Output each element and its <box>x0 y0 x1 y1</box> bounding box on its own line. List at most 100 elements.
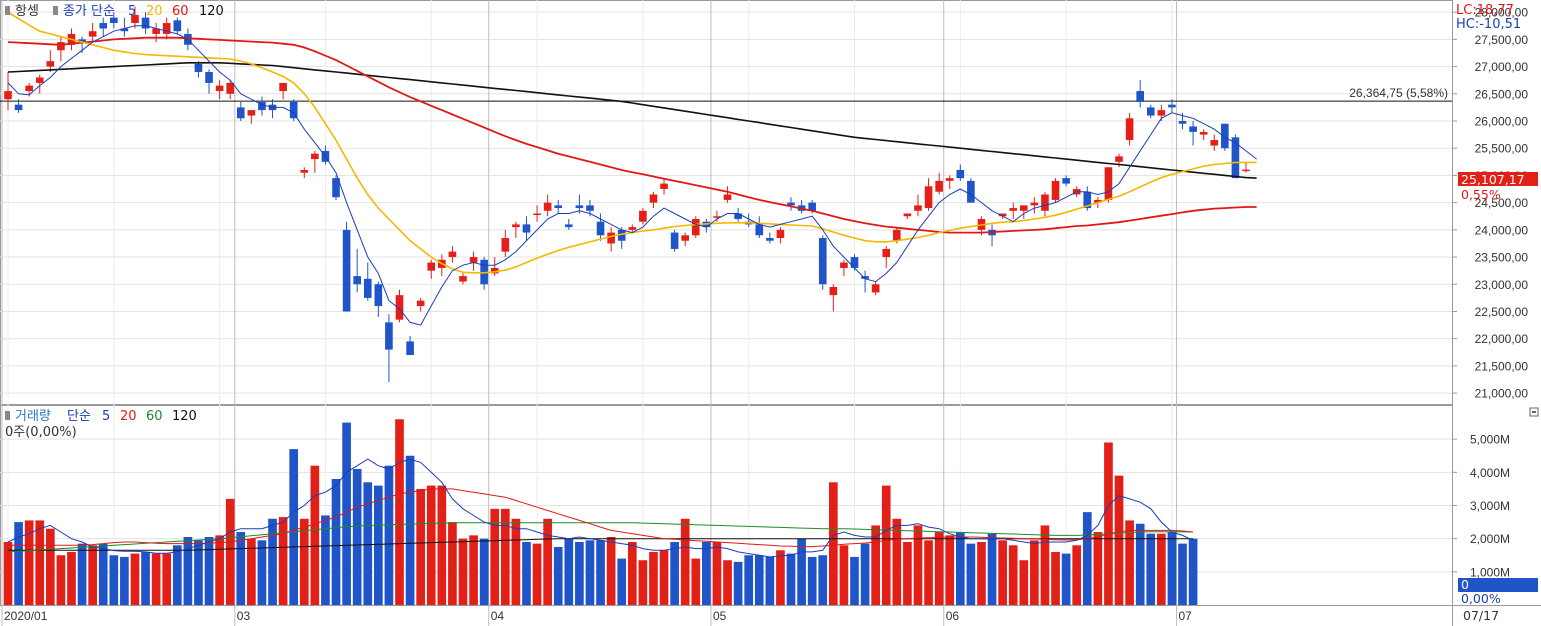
hc-label: HC:-10,51 <box>1456 17 1521 32</box>
volume-ma5-line <box>7 458 1194 558</box>
candle-body <box>871 284 880 293</box>
candle-body <box>755 224 764 236</box>
candle-body <box>110 17 118 24</box>
volume-bar <box>723 560 732 605</box>
volume-bar <box>426 485 436 605</box>
volume-bar <box>1135 523 1145 605</box>
candle-body <box>395 295 404 320</box>
candle-body <box>173 20 182 32</box>
candle-body <box>533 213 541 216</box>
volume-bar <box>374 485 383 605</box>
volume-bar <box>416 488 426 605</box>
volume-bar <box>448 522 457 605</box>
volume-bar <box>987 533 997 605</box>
candle-body <box>660 183 668 190</box>
volume-y-tick-label: 2,000M <box>1470 532 1510 546</box>
candle-body <box>1030 202 1039 206</box>
candle-body <box>226 82 235 94</box>
volume-bar <box>977 541 986 605</box>
volume-bar <box>575 541 584 605</box>
last-volume-badge <box>1458 578 1538 592</box>
candle-body <box>998 213 1007 217</box>
candle-body <box>131 14 139 24</box>
price-y-tick-labels: 28,000,00 27,500,00 27,000,00 26,500,00 26,0… <box>1475 6 1529 401</box>
change-label: 0,55% <box>1461 187 1501 202</box>
candle-body <box>766 238 774 241</box>
candle-body <box>1062 178 1070 184</box>
volume-bar <box>543 518 552 605</box>
volume-bar <box>776 550 785 605</box>
x-tick-label: 07 <box>1179 609 1193 623</box>
volume-bar <box>1125 520 1134 605</box>
candle-body <box>205 72 213 83</box>
candle-body <box>670 232 679 249</box>
volume-legend: 거래량 단순 5 20 60 120 0주(0,00%) <box>5 409 197 440</box>
volume-bar <box>352 469 362 605</box>
volume-bar <box>860 543 870 605</box>
candle-body <box>152 28 160 34</box>
price-y-tick-label: 22,000,00 <box>1475 332 1529 346</box>
candle-body <box>459 276 467 282</box>
candle-body <box>385 322 393 350</box>
volume-bar <box>56 555 66 605</box>
candle-body <box>416 300 425 307</box>
candle-body <box>1083 191 1092 209</box>
candle-body <box>141 17 150 29</box>
last-price-badge <box>1458 172 1538 186</box>
volume-bar <box>331 478 341 605</box>
volume-bar <box>1157 533 1166 605</box>
price-ma60-line <box>7 36 1257 234</box>
price-y-tick-label: 27,500,00 <box>1475 33 1529 47</box>
x-tick-label: 05 <box>713 609 727 623</box>
volume-bar <box>88 545 97 605</box>
candle-body <box>649 194 658 203</box>
volume-bar <box>14 522 23 605</box>
volume-bar <box>299 518 309 605</box>
price-y-tick-label: 22,500,00 <box>1475 305 1529 319</box>
volume-y-tick-label: 5,000M <box>1470 433 1510 447</box>
volume-bar <box>151 553 161 605</box>
candle-body <box>374 284 383 307</box>
volume-readout: 0주(0,00%) <box>5 425 77 440</box>
volume-y-tick-label: 3,000M <box>1470 499 1510 513</box>
candle-body <box>1242 169 1250 172</box>
legend-series-name: 항셍 <box>15 4 39 19</box>
candle-body <box>1146 107 1155 116</box>
x-tick-labels: 2020/01 03 04 05 06 07 <box>4 609 1192 623</box>
price-ma120-line <box>7 62 1257 179</box>
candle-body <box>501 238 510 252</box>
volume-bar <box>45 528 55 605</box>
candle-body <box>78 39 86 43</box>
candle-body <box>406 341 414 356</box>
candle-body <box>850 257 859 268</box>
volume-bar <box>818 555 828 605</box>
candle-body <box>1189 126 1197 132</box>
x-tick-label: 04 <box>491 609 505 623</box>
candle-body <box>628 227 637 230</box>
grid-lines <box>0 11 1457 573</box>
volume-bar <box>733 561 743 605</box>
volume-bar <box>564 538 574 605</box>
volume-bar <box>712 541 722 605</box>
volume-bar <box>627 541 637 605</box>
price-legend: 항셍 종가 단순 5 20 60 120 <box>5 4 224 19</box>
candle-body <box>1104 167 1113 200</box>
candle-body <box>956 169 965 179</box>
volume-bar <box>479 538 489 605</box>
candle-body <box>1210 140 1219 146</box>
candle-body <box>893 229 901 241</box>
volume-bar <box>194 540 203 605</box>
volume-bar <box>3 541 13 605</box>
candle-body <box>607 232 615 244</box>
legend-marker-icon <box>5 411 10 420</box>
candle-body <box>713 216 721 218</box>
volume-bar <box>278 517 288 605</box>
candle-body <box>289 101 298 119</box>
candle-body <box>363 278 372 298</box>
candle-body <box>776 229 785 239</box>
candle-body <box>1178 121 1187 124</box>
candle-body <box>247 110 256 116</box>
candle-body <box>543 202 552 211</box>
candle-body <box>1094 199 1102 203</box>
